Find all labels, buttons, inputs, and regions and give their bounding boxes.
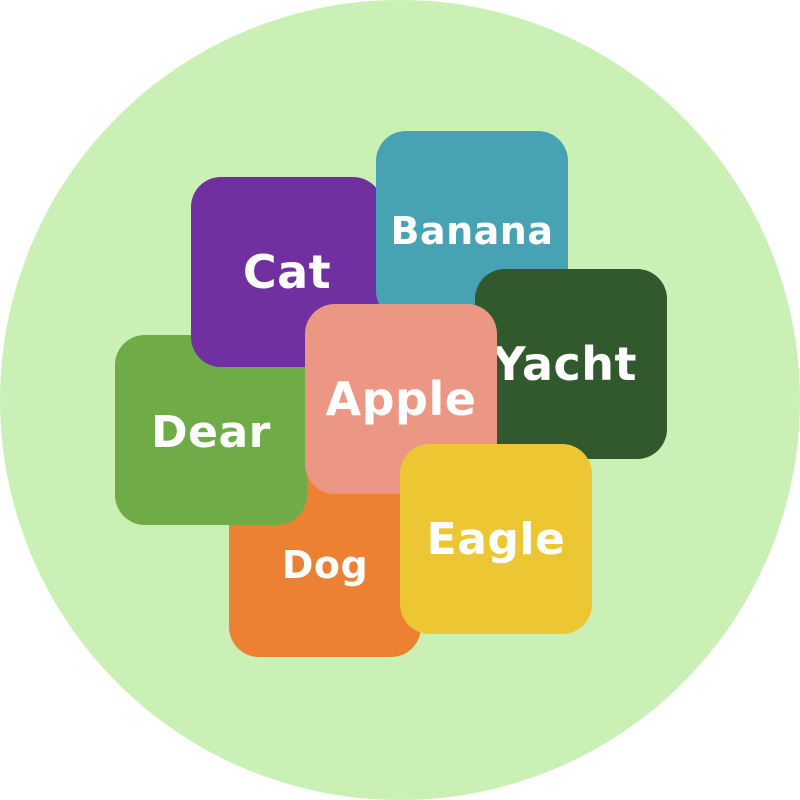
tile-eagle: Eagle <box>400 444 592 634</box>
tile-label-banana: Banana <box>390 209 554 253</box>
tile-label-eagle: Eagle <box>426 513 566 565</box>
tile-label-yacht: Yacht <box>492 337 637 391</box>
tile-label-dog: Dog <box>281 543 369 587</box>
tile-label-cat: Cat <box>242 245 332 299</box>
tile-yacht: Yacht <box>475 269 667 459</box>
tile-label-apple: Apple <box>325 372 477 426</box>
tile-label-dear: Dear <box>151 406 271 458</box>
